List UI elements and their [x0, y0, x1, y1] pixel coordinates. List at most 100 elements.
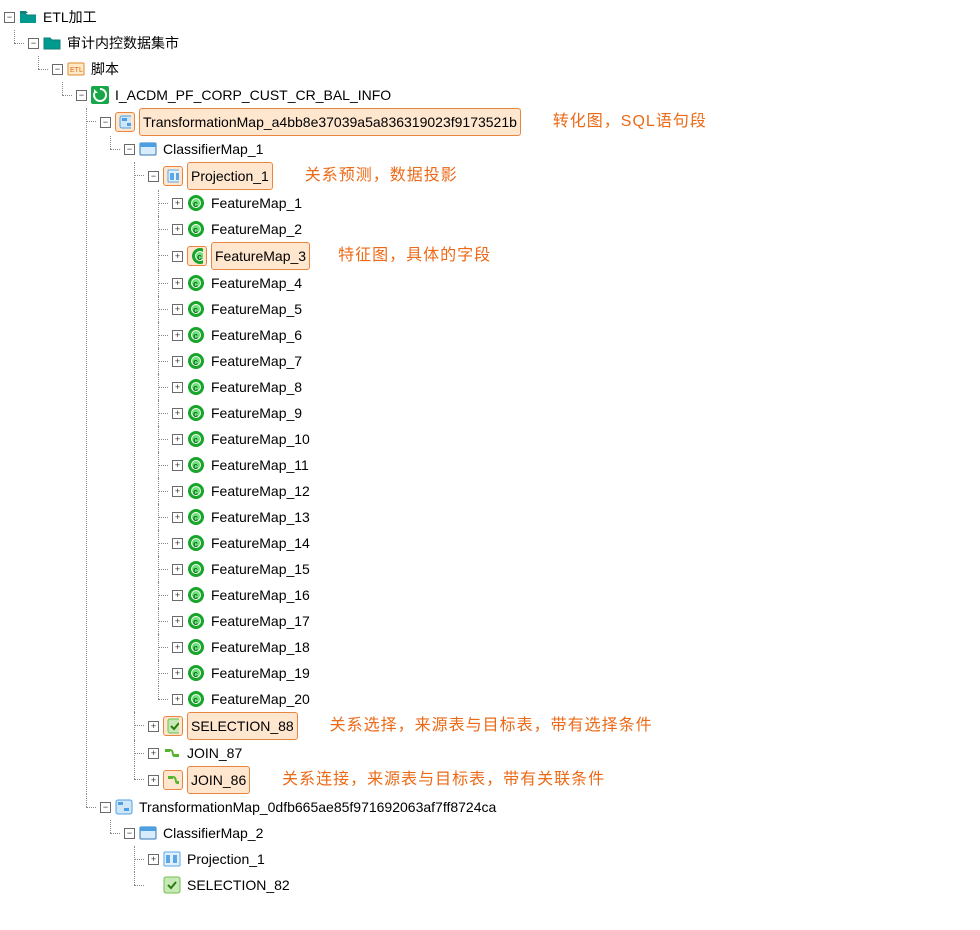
- expand-toggle[interactable]: +: [172, 694, 183, 705]
- tree-row[interactable]: +cFeatureMap_9: [172, 400, 304, 426]
- tree-row[interactable]: + c FeatureMap_4: [172, 270, 304, 296]
- svg-text:c: c: [193, 513, 198, 523]
- feature-circle-icon: c: [187, 430, 205, 448]
- expand-toggle[interactable]: +: [172, 251, 183, 262]
- feature-circle-icon: c: [187, 690, 205, 708]
- node-label: FeatureMap_3: [211, 242, 310, 270]
- feature-circle-icon: c: [187, 482, 205, 500]
- node-label: 审计内控数据集市: [65, 30, 181, 56]
- tree-row[interactable]: +cFeatureMap_6: [172, 322, 304, 348]
- tree-row[interactable]: +cFeatureMap_19: [172, 660, 312, 686]
- tree-row[interactable]: − ClassifierMap_1: [124, 136, 265, 162]
- feature-circle-icon: c: [187, 638, 205, 656]
- collapse-toggle[interactable]: −: [148, 171, 159, 182]
- tree-row[interactable]: SELECTION_82: [148, 872, 292, 898]
- tree-row[interactable]: − ETL加工: [4, 4, 99, 30]
- expand-toggle[interactable]: +: [148, 775, 159, 786]
- etl-script-icon: ETL: [67, 60, 85, 78]
- svg-text:c: c: [193, 279, 198, 289]
- expand-toggle[interactable]: +: [148, 854, 159, 865]
- expand-toggle[interactable]: +: [172, 486, 183, 497]
- tree-row[interactable]: +cFeatureMap_3: [172, 242, 310, 270]
- tree-row[interactable]: − 审计内控数据集市: [28, 30, 181, 56]
- expand-toggle[interactable]: +: [172, 616, 183, 627]
- tree-row[interactable]: +cFeatureMap_8: [172, 374, 304, 400]
- projection-icon: [163, 166, 183, 186]
- tree-row[interactable]: + JOIN_87: [148, 740, 244, 766]
- tree-row[interactable]: − ETL 脚本: [52, 56, 121, 82]
- expand-toggle[interactable]: +: [172, 198, 183, 209]
- expand-toggle[interactable]: +: [172, 590, 183, 601]
- collapse-toggle[interactable]: −: [28, 38, 39, 49]
- tree-row[interactable]: +cFeatureMap_1: [172, 190, 304, 216]
- node-label: Projection_1: [187, 162, 273, 190]
- tree-row[interactable]: +cFeatureMap_15: [172, 556, 312, 582]
- expand-toggle[interactable]: +: [148, 721, 159, 732]
- feature-list: +cFeatureMap_1+cFeatureMap_2+cFeatureMap…: [148, 190, 976, 712]
- tree-row[interactable]: +cFeatureMap_7: [172, 348, 304, 374]
- expand-toggle[interactable]: +: [172, 564, 183, 575]
- tree-row[interactable]: − TransformationMap_a4bb8e37039a5a836319…: [100, 108, 521, 136]
- tree-row[interactable]: − TransformationMap_0dfb665ae85f97169206…: [100, 794, 498, 820]
- collapse-toggle[interactable]: −: [4, 12, 15, 23]
- feature-circle-icon: c: [187, 586, 205, 604]
- collapse-toggle[interactable]: −: [100, 117, 111, 128]
- tree-row[interactable]: +cFeatureMap_13: [172, 504, 312, 530]
- tree-row[interactable]: +cFeatureMap_17: [172, 608, 312, 634]
- expand-toggle[interactable]: +: [172, 278, 183, 289]
- tree-row[interactable]: + cFeatureMap_12: [172, 478, 312, 504]
- annotation-text: 转化图，SQL语句段: [553, 113, 707, 130]
- feature-circle-icon: c: [187, 300, 205, 318]
- expand-toggle[interactable]: +: [148, 748, 159, 759]
- expand-toggle[interactable]: +: [172, 224, 183, 235]
- annotation-text: 特征图，具体的字段: [338, 247, 491, 264]
- expand-toggle[interactable]: +: [172, 434, 183, 445]
- tree-row[interactable]: +cFeatureMap_14: [172, 530, 312, 556]
- feature-circle-icon: c: [187, 220, 205, 238]
- tree-row[interactable]: +cFeatureMap_11: [172, 452, 311, 478]
- collapse-toggle[interactable]: −: [76, 90, 87, 101]
- tree-row[interactable]: +cFeatureMap_20: [172, 686, 312, 712]
- collapse-toggle[interactable]: −: [124, 144, 135, 155]
- expand-toggle[interactable]: +: [172, 538, 183, 549]
- etl-tree: − ETL加工 − 审计内控数据集市 − ETL 脚本: [4, 4, 976, 898]
- node-label: FeatureMap_8: [209, 374, 304, 400]
- node-label: TransformationMap_a4bb8e37039a5a83631902…: [139, 108, 521, 136]
- tree-row[interactable]: +cFeatureMap_16: [172, 582, 312, 608]
- tree-row[interactable]: + JOIN_86: [148, 766, 250, 794]
- toggle-spacer: [148, 880, 159, 891]
- tree-row[interactable]: + cFeatureMap_2: [172, 216, 304, 242]
- tree-row[interactable]: +cFeatureMap_18: [172, 634, 312, 660]
- tree-row[interactable]: + Projection_1: [148, 846, 267, 872]
- tree-row[interactable]: − ClassifierMap_2: [124, 820, 265, 846]
- expand-toggle[interactable]: +: [172, 304, 183, 315]
- node-label: FeatureMap_12: [209, 478, 312, 504]
- tree-row[interactable]: + c FeatureMap_10: [172, 426, 312, 452]
- expand-toggle[interactable]: +: [172, 408, 183, 419]
- tree-row[interactable]: + cFeatureMap_5: [172, 296, 304, 322]
- node-label: SELECTION_82: [185, 872, 292, 898]
- expand-toggle[interactable]: +: [172, 642, 183, 653]
- expand-toggle[interactable]: +: [172, 460, 183, 471]
- tree-row[interactable]: + SELECTION_88: [148, 712, 298, 740]
- svg-text:c: c: [193, 435, 198, 445]
- expand-toggle[interactable]: +: [172, 356, 183, 367]
- node-label: FeatureMap_2: [209, 216, 304, 242]
- expand-toggle[interactable]: +: [172, 668, 183, 679]
- classifier-map-icon: [139, 140, 157, 158]
- node-label: FeatureMap_5: [209, 296, 304, 322]
- node-label: FeatureMap_10: [209, 426, 312, 452]
- svg-text:c: c: [193, 669, 198, 679]
- expand-toggle[interactable]: +: [172, 382, 183, 393]
- expand-toggle[interactable]: +: [172, 330, 183, 341]
- feature-circle-icon: c: [187, 352, 205, 370]
- node-label: FeatureMap_4: [209, 270, 304, 296]
- tree-row[interactable]: − Projection_1: [148, 162, 273, 190]
- expand-toggle[interactable]: +: [172, 512, 183, 523]
- tree-row[interactable]: − I_ACDM_PF_CORP_CUST_CR_BAL_INFO: [76, 82, 393, 108]
- collapse-toggle[interactable]: −: [124, 828, 135, 839]
- node-label: I_ACDM_PF_CORP_CUST_CR_BAL_INFO: [113, 82, 393, 108]
- svg-text:c: c: [193, 591, 198, 601]
- collapse-toggle[interactable]: −: [100, 802, 111, 813]
- collapse-toggle[interactable]: −: [52, 64, 63, 75]
